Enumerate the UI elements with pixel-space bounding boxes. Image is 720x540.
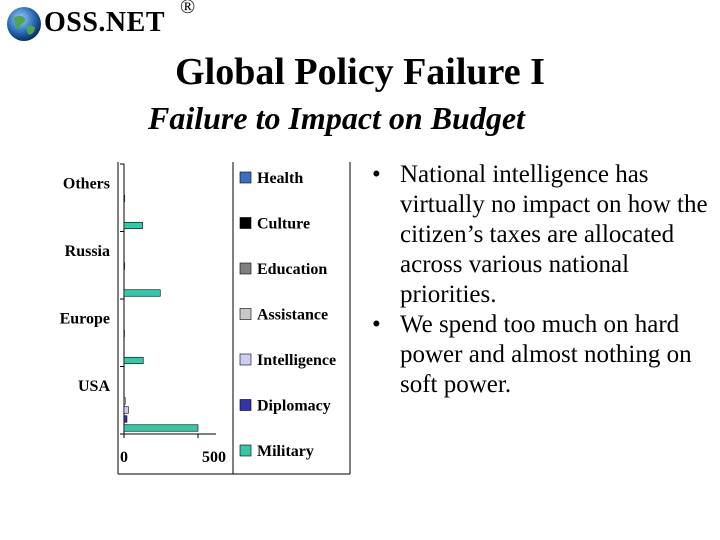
slide-title: Global Policy Failure I xyxy=(175,51,545,93)
legend-label: Military xyxy=(257,443,314,460)
x-tick-label: 500 xyxy=(202,449,226,466)
bullet-list: • National intelligence has virtually no … xyxy=(372,160,712,400)
globe-icon xyxy=(7,7,41,41)
x-tick-label: 0 xyxy=(120,449,128,466)
bullet-text: We spend too much on hard power and almo… xyxy=(400,311,692,398)
legend-swatch-intelligence xyxy=(239,353,252,366)
category-label: Others xyxy=(63,175,110,192)
legend-swatch-diplomacy xyxy=(239,399,252,411)
legend-label: Culture xyxy=(257,216,310,233)
legend-swatch-military xyxy=(239,444,252,457)
bar-military xyxy=(123,356,144,365)
bullet-dot: • xyxy=(372,161,381,188)
legend-swatch-health xyxy=(239,171,252,184)
bar-military xyxy=(123,289,161,297)
category-label: Russia xyxy=(65,243,110,260)
slide-subtitle: Failure to Impact on Budget xyxy=(148,100,525,136)
category-label: USA xyxy=(78,378,110,395)
legend-swatch-education xyxy=(239,262,252,275)
bar-military xyxy=(123,221,143,230)
legend-swatch-culture xyxy=(239,217,252,229)
bullet-text: National intelligence has virtually no i… xyxy=(400,161,708,308)
bullet-item: • National intelligence has virtually no … xyxy=(372,160,712,310)
logo-text: OSS.NET xyxy=(44,7,165,38)
logo: OSS.NET ® xyxy=(0,0,220,60)
bar-military xyxy=(123,424,199,432)
bar-assistance xyxy=(123,194,126,203)
legend-swatch-assistance xyxy=(239,308,252,320)
legend-label: Diplomacy xyxy=(257,398,331,415)
legend-label: Health xyxy=(257,170,303,187)
bar-intelligence xyxy=(123,406,129,414)
legend-label: Education xyxy=(257,261,327,278)
budget-bar-chart: 0 500 Others Russia Europe USA Health Culture Ed… xyxy=(60,162,351,475)
legend-label: Intelligence xyxy=(257,352,336,369)
legend-label: Assistance xyxy=(257,307,328,324)
bullet-dot: • xyxy=(372,311,381,338)
category-label: Europe xyxy=(60,310,110,327)
bullet-item: • We spend too much on hard power and alm… xyxy=(372,310,712,400)
bar-diplomacy xyxy=(123,415,128,423)
registered-mark: ® xyxy=(180,0,196,18)
bar-assistance xyxy=(123,262,126,270)
bar-assistance xyxy=(123,397,126,405)
